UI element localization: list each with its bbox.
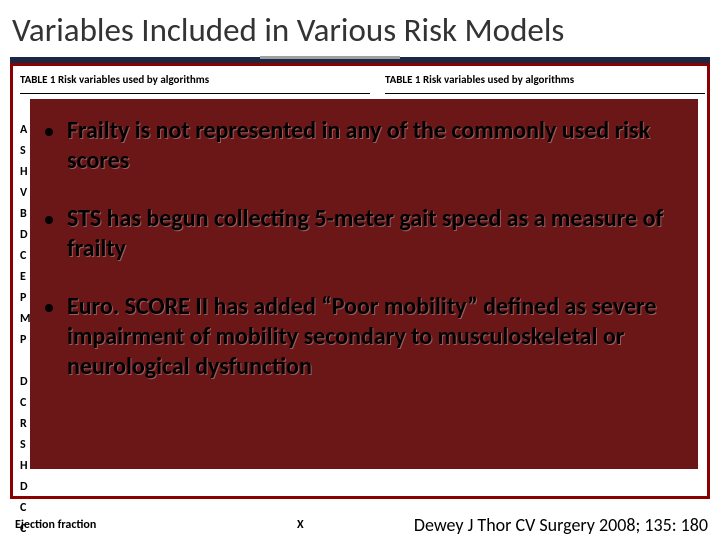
bullet-item: Euro. SCORE II has added “Poor mobility”… [45, 292, 680, 382]
row-letters-left: A S H V B D C E P M P D C R S H D C C [20, 120, 31, 540]
bullet-text: STS has begun collecting 5-meter gait sp… [67, 204, 680, 264]
bullet-text: Frailty is not represented in any of the… [67, 116, 680, 176]
bullet-list: Frailty is not represented in any of the… [45, 116, 680, 410]
slide-title: Variables Included in Various Risk Model… [0, 0, 720, 54]
bullet-icon [45, 128, 53, 136]
bullet-icon [45, 216, 53, 224]
bullet-icon [45, 304, 53, 312]
table-rule-right [385, 93, 705, 94]
title-underline-gray [260, 56, 400, 59]
table-header-right: TABLE 1 Risk variables used by algorithm… [385, 73, 574, 86]
citation: Dewey J Thor CV Surgery 2008; 135: 180 [414, 514, 708, 536]
ejection-x: X [297, 518, 304, 532]
table-header-left: TABLE 1 Risk variables used by algorithm… [20, 73, 209, 86]
bullet-item: STS has begun collecting 5-meter gait sp… [45, 204, 680, 264]
bullet-item: Frailty is not represented in any of the… [45, 116, 680, 176]
slide: Variables Included in Various Risk Model… [0, 0, 720, 540]
table-rule-left [20, 93, 370, 94]
ejection-label: Ejection fraction [15, 518, 96, 532]
bullet-text: Euro. SCORE II has added “Poor mobility”… [67, 292, 680, 382]
